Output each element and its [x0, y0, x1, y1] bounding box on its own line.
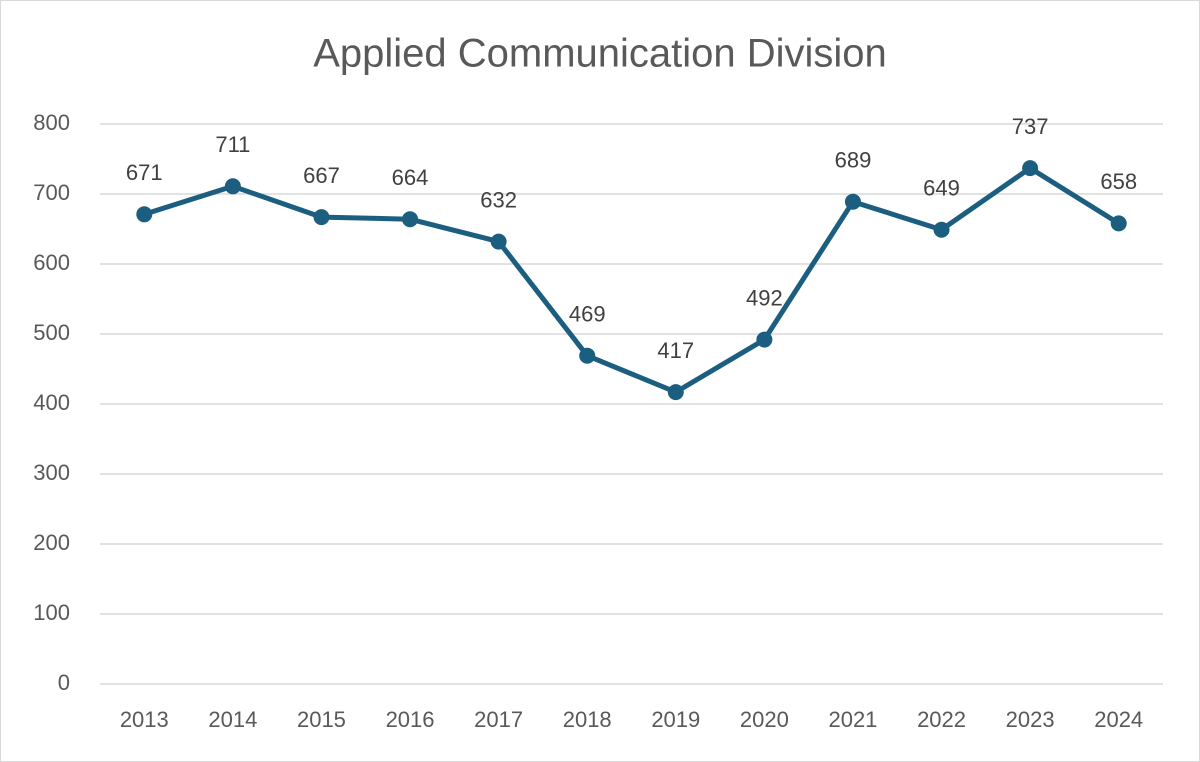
- data-label: 492: [746, 285, 783, 310]
- data-label: 632: [480, 187, 517, 212]
- data-marker: [667, 384, 684, 401]
- x-tick-label: 2024: [1094, 707, 1143, 732]
- data-label: 667: [303, 163, 340, 188]
- data-label: 689: [835, 148, 872, 173]
- chart-title: Applied Communication Division: [313, 32, 887, 76]
- y-tick-label: 0: [58, 670, 70, 695]
- x-tick-label: 2014: [208, 707, 257, 732]
- data-marker: [844, 193, 861, 210]
- x-tick-label: 2018: [563, 707, 612, 732]
- data-label: 417: [657, 338, 694, 363]
- x-tick-label: 2016: [386, 707, 435, 732]
- data-label: 737: [1012, 114, 1049, 139]
- data-label: 649: [923, 176, 960, 201]
- y-tick-label: 700: [33, 180, 70, 205]
- data-label: 711: [215, 132, 250, 157]
- x-tick-label: 2013: [120, 707, 169, 732]
- y-tick-label: 600: [33, 250, 70, 275]
- data-marker: [1022, 160, 1039, 177]
- data-marker: [313, 209, 330, 226]
- data-marker: [224, 178, 241, 195]
- y-tick-label: 400: [33, 390, 70, 415]
- y-tick-label: 100: [33, 600, 70, 625]
- data-marker: [933, 221, 950, 238]
- data-marker: [490, 233, 507, 250]
- data-marker: [402, 211, 419, 228]
- data-marker: [1110, 215, 1127, 232]
- y-tick-label: 200: [33, 530, 70, 555]
- x-tick-label: 2015: [297, 707, 346, 732]
- data-label: 664: [392, 165, 429, 190]
- y-tick-label: 800: [33, 110, 70, 135]
- y-tick-label: 300: [33, 460, 70, 485]
- data-label: 469: [569, 302, 606, 327]
- data-label: 658: [1100, 169, 1137, 194]
- x-tick-label: 2021: [828, 707, 877, 732]
- x-tick-label: 2023: [1006, 707, 1055, 732]
- data-label: 671: [126, 160, 163, 185]
- data-marker: [136, 206, 153, 223]
- x-tick-label: 2017: [474, 707, 523, 732]
- x-tick-label: 2019: [651, 707, 700, 732]
- data-marker: [579, 347, 596, 364]
- data-marker: [756, 331, 773, 348]
- y-tick-label: 500: [33, 320, 70, 345]
- x-tick-label: 2020: [740, 707, 789, 732]
- x-tick-label: 2022: [917, 707, 966, 732]
- data-line: [143, 165, 1121, 395]
